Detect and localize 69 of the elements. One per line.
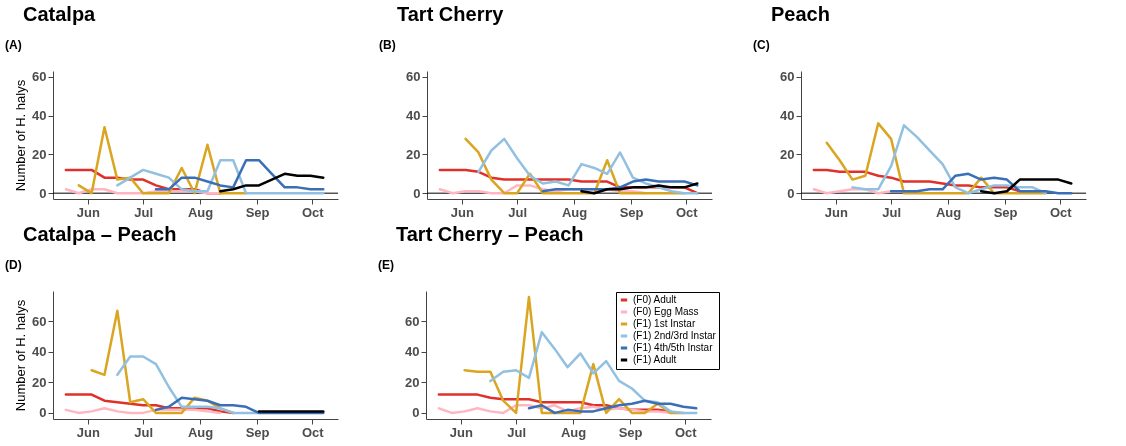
text: (B) (379, 38, 396, 52)
x-tick-label: Oct (301, 424, 325, 440)
x-tick-label: Jul (507, 424, 526, 440)
y-tick-label: 60 (406, 69, 421, 85)
line-series (77, 125, 248, 195)
x-tick-label: Jun (450, 204, 475, 220)
x-tick-label: Jul (508, 204, 527, 220)
y-tick-label: 40 (32, 108, 47, 124)
x-tick-label: Aug (561, 204, 588, 220)
x-tick-label: Oct (1049, 204, 1073, 220)
x-tick-label: Aug (187, 424, 214, 440)
legend-label: (F0) Egg Mass (633, 306, 699, 317)
y-tick-label: 60 (32, 69, 47, 85)
y-tick-label: 0 (39, 405, 47, 421)
y-axis-title: Number of H. halys (13, 299, 29, 412)
legend-label: (F1) Adult (633, 354, 677, 365)
legend-label: (F1) 4th/5th Instar (633, 342, 714, 353)
y-tick-label: 0 (413, 185, 421, 201)
text: (C) (753, 38, 770, 52)
legend-label: (F1) 1st Instar (633, 318, 696, 329)
y-tick-label: 40 (32, 344, 47, 360)
x-tick-label: Jun (449, 424, 474, 440)
x-tick-label: Aug (187, 204, 214, 220)
y-axis-title: Number of H. halys (13, 79, 29, 192)
chart-title: Tart Cherry (397, 3, 505, 25)
x-tick-label: Jun (76, 424, 101, 440)
x-tick-label: Jul (134, 424, 153, 440)
x-tick-label: Sep (245, 204, 270, 220)
y-tick-label: 60 (405, 313, 420, 329)
legend-label: (F1) 2nd/3rd Instar (633, 330, 717, 341)
line-series (219, 172, 325, 193)
x-tick-label: Jul (882, 204, 901, 220)
x-tick-label: Jul (134, 204, 153, 220)
x-tick-label: Jun (76, 204, 101, 220)
x-tick-label: Aug (560, 424, 587, 440)
y-tick-label: 0 (787, 185, 795, 201)
x-tick-label: Sep (618, 424, 643, 440)
y-tick-label: 20 (780, 146, 795, 162)
text: (A) (5, 38, 22, 52)
x-tick-label: Sep (619, 204, 644, 220)
y-tick-label: 20 (32, 374, 47, 390)
legend-label: (F0) Adult (633, 294, 677, 305)
chart-title: Catalpa – Peach (23, 223, 177, 245)
x-tick-label: Oct (675, 204, 699, 220)
y-tick-label: 60 (780, 69, 795, 85)
chart-title: Peach (771, 3, 830, 25)
text: (E) (378, 258, 394, 272)
y-tick-label: 20 (406, 146, 421, 162)
x-tick-label: Oct (301, 204, 325, 220)
y-tick-label: 0 (412, 405, 420, 421)
y-tick-label: 0 (39, 185, 47, 201)
x-tick-label: Sep (993, 204, 1018, 220)
x-tick-label: Aug (935, 204, 962, 220)
y-tick-label: 60 (32, 313, 47, 329)
y-tick-label: 40 (780, 108, 795, 124)
chart-title: Catalpa (23, 3, 97, 25)
y-tick-label: 20 (405, 374, 420, 390)
line-series (527, 399, 698, 415)
line-series (154, 158, 325, 191)
y-tick-label: 40 (405, 344, 420, 360)
line-series (889, 172, 1073, 195)
y-tick-label: 40 (406, 108, 421, 124)
text: (D) (5, 258, 22, 272)
y-tick-label: 20 (32, 146, 47, 162)
x-tick-label: Jun (824, 204, 849, 220)
x-tick-label: Oct (674, 424, 698, 440)
chart-title: Tart Cherry – Peach (396, 223, 584, 245)
line-series (116, 158, 325, 195)
x-tick-label: Sep (245, 424, 270, 440)
